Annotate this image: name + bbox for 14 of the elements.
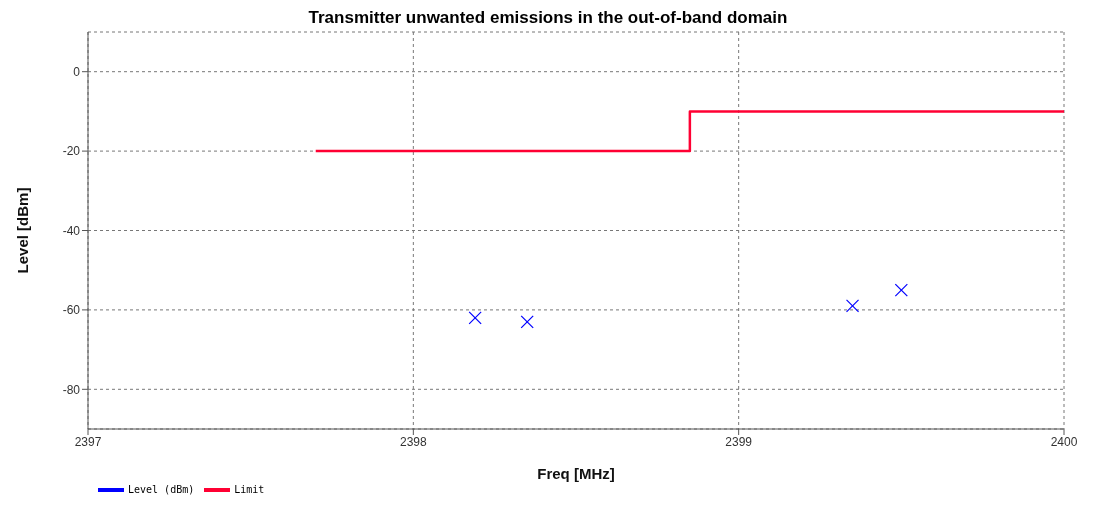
x-tick-label: 2399 (725, 434, 753, 449)
chart-title: Transmitter unwanted emissions in the out-of-band domain (307, 8, 789, 29)
y-tick-label: -20 (62, 144, 81, 159)
y-tick-label: -40 (62, 223, 81, 238)
legend-label: Limit (233, 484, 265, 495)
x-tick-label: 2397 (74, 434, 102, 449)
x-tick-label: 2400 (1050, 434, 1078, 449)
y-axis-title: Level [dBm] (14, 187, 32, 274)
y-tick-label: -80 (62, 382, 81, 397)
y-tick-label: 0 (73, 64, 81, 79)
y-tick-label: -60 (62, 303, 81, 318)
legend-label: Level (dBm) (127, 484, 195, 495)
x-tick-label: 2398 (399, 434, 427, 449)
x-axis-title: Freq [MHz] (537, 465, 615, 482)
